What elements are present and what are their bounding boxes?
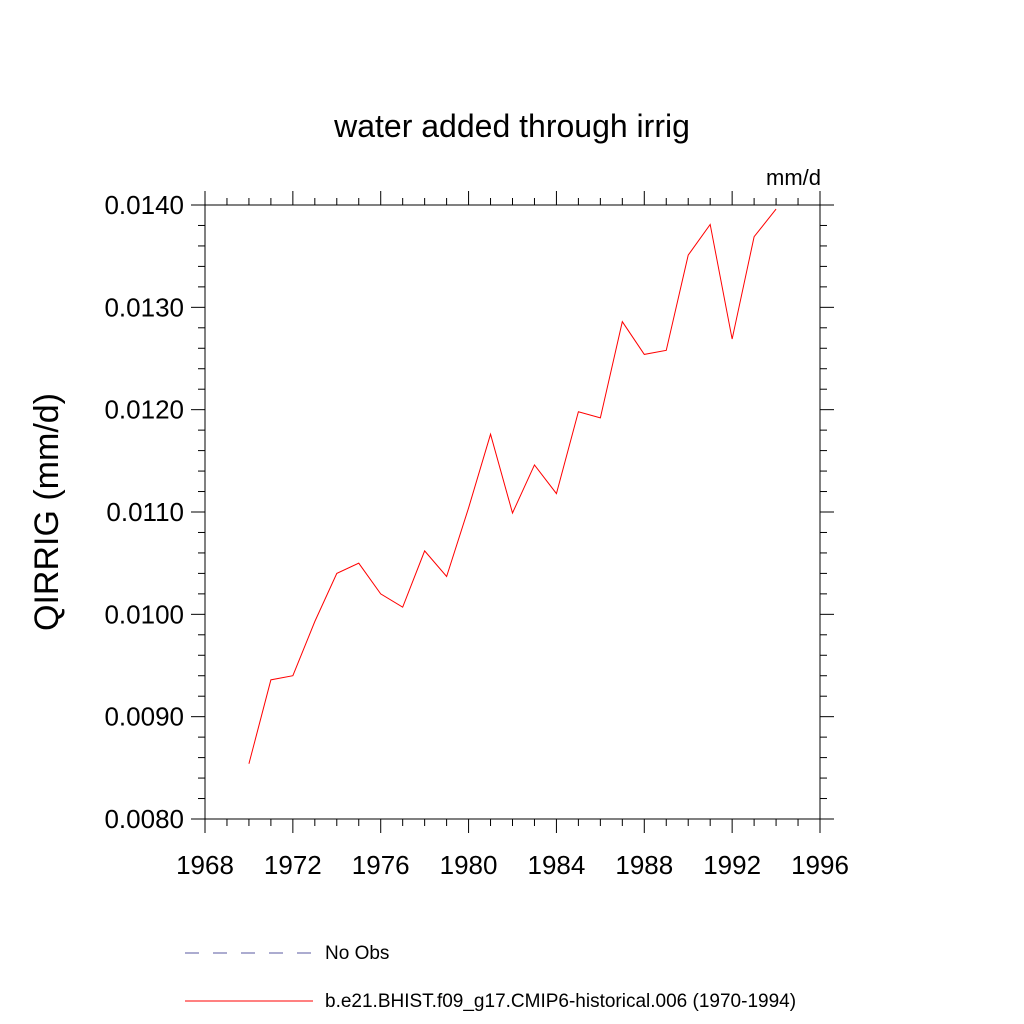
x-tick-label: 1992 [703, 850, 761, 880]
x-tick-label: 1972 [264, 850, 322, 880]
x-tick-label: 1988 [615, 850, 673, 880]
y-tick-label: 0.0120 [104, 395, 184, 425]
x-tick-label: 1968 [176, 850, 234, 880]
units-label: mm/d [766, 165, 821, 190]
series-lines [248, 208, 777, 764]
x-tick-label: 1976 [352, 850, 410, 880]
x-tick-label: 1980 [440, 850, 498, 880]
legend: No Obs b.e21.BHIST.f09_g17.CMIP6-histori… [185, 943, 796, 1012]
x-tick-label: 1996 [791, 850, 849, 880]
y-tick-label: 0.0080 [104, 804, 184, 834]
y-tick-label: 0.0130 [104, 292, 184, 322]
y-tick-label: 0.0140 [104, 190, 184, 220]
axis-ticks [191, 191, 834, 833]
x-tick-label: 1984 [528, 850, 586, 880]
series-line [248, 208, 777, 764]
y-tick-label: 0.0110 [106, 497, 184, 527]
tick-labels: 1968 1972 1976 1980 1984 1988 1992 1996 0.0080 0.… [104, 190, 848, 880]
legend-label-no-obs: No Obs [325, 943, 389, 964]
y-tick-label: 0.0100 [104, 599, 184, 629]
legend-label-model: b.e21.BHIST.f09_g17.CMIP6-historical.006… [325, 991, 796, 1012]
chart-title: water added through irrig [333, 108, 690, 144]
y-axis-label: QIRRIG (mm/d) [28, 393, 66, 631]
y-tick-label: 0.0090 [104, 702, 184, 732]
